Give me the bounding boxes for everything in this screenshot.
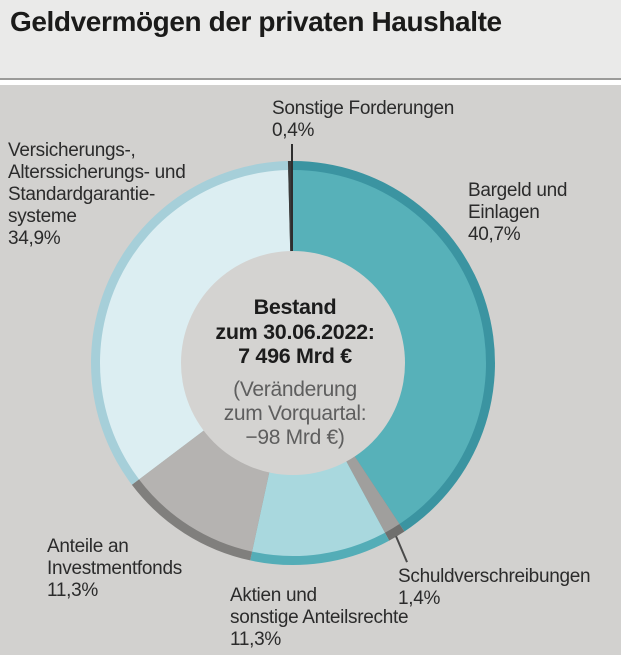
- label-line: Sonstige Forderungen: [272, 98, 455, 119]
- label-line: Standardgarantie-: [8, 184, 156, 205]
- label-percent: 1,4%: [398, 588, 441, 609]
- label-line: Schuldverschreibungen: [398, 566, 591, 587]
- label-line: Einlagen: [468, 202, 540, 223]
- label-line: Versicherungs-,: [8, 140, 136, 161]
- leader-line-sonstige-forderungen: [291, 144, 293, 251]
- label-line: Anteile an: [47, 536, 129, 557]
- label-line: Bargeld und: [468, 180, 568, 201]
- label-versicherungssysteme: Versicherungs-, Alterssicherungs- und St…: [8, 140, 186, 250]
- label-sonstige-forderungen: Sonstige Forderungen 0,4%: [272, 98, 454, 142]
- label-line: Investmentfonds: [47, 558, 182, 579]
- center-line-change-2: zum Vorquartal:: [223, 401, 367, 425]
- label-anteile-investmentfonds: Anteile an Investmentfonds 11,3%: [47, 536, 182, 602]
- donut-chart: [91, 160, 495, 566]
- label-aktien-anteilsrechte: Aktien und sonstige Anteilsrechte 11,3%: [230, 585, 409, 651]
- page-title: Geldvermögen der privaten Haushalte: [10, 6, 502, 37]
- label-line: Aktien und: [230, 585, 317, 606]
- center-line-bestand: Bestand: [253, 295, 337, 319]
- center-line-date: zum 30.06.2022:: [215, 319, 375, 344]
- label-percent: 0,4%: [272, 120, 315, 141]
- center-line-total: 7 496 Mrd €: [238, 344, 352, 368]
- label-percent: 11,3%: [47, 580, 98, 601]
- title-rule: [0, 78, 621, 80]
- center-line-change-1: (Veränderung: [233, 377, 357, 401]
- label-line: sonstige Anteilsrechte: [230, 607, 409, 628]
- label-bargeld-und-einlagen: Bargeld und Einlagen 40,7%: [468, 180, 567, 246]
- donut-center-annotation: Bestand zum 30.06.2022: 7 496 Mrd € (Ver…: [145, 295, 445, 450]
- chart-panel: Sonstige Forderungen 0,4% Versicherungs-…: [0, 85, 621, 655]
- donut-hole: [181, 251, 405, 475]
- title-header: Geldvermögen der privaten Haushalte: [0, 0, 621, 78]
- label-percent: 34,9%: [8, 228, 61, 249]
- label-schuldverschreibungen: Schuldverschreibungen 1,4%: [398, 566, 591, 610]
- label-line: Alterssicherungs- und: [8, 162, 186, 183]
- center-line-change-3: −98 Mrd €): [245, 425, 345, 449]
- label-percent: 11,3%: [230, 629, 281, 650]
- label-percent: 40,7%: [468, 224, 521, 245]
- label-line: systeme: [8, 206, 77, 227]
